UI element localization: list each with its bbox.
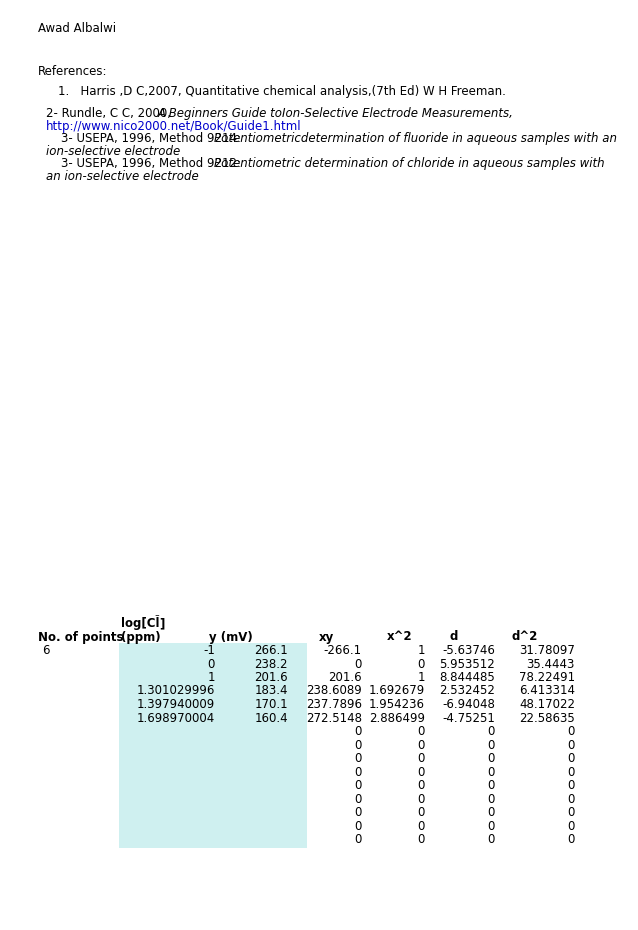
Text: 0: 0: [487, 765, 495, 778]
Text: 6.413314: 6.413314: [519, 684, 575, 698]
Text: -4.75251: -4.75251: [442, 711, 495, 724]
Text: -6.94048: -6.94048: [442, 698, 495, 711]
Text: 0: 0: [418, 792, 425, 805]
Text: 1.692679: 1.692679: [369, 684, 425, 698]
Text: 1.397940009: 1.397940009: [137, 698, 215, 711]
Text: 2.532452: 2.532452: [439, 684, 495, 698]
Text: 0: 0: [487, 725, 495, 738]
Text: 0: 0: [355, 806, 362, 819]
Text: 0: 0: [355, 765, 362, 778]
Text: 31.78097: 31.78097: [519, 644, 575, 657]
Text: 0: 0: [355, 658, 362, 671]
Text: -1: -1: [203, 644, 215, 657]
Text: d^2: d^2: [512, 631, 538, 644]
Text: 0: 0: [487, 752, 495, 765]
Text: 0: 0: [568, 765, 575, 778]
Text: ⁻: ⁻: [154, 613, 159, 622]
Text: 0: 0: [418, 738, 425, 751]
Text: Potentiometricdetermination of fluoride in aqueous samples with an: Potentiometricdetermination of fluoride …: [214, 132, 617, 145]
Text: 0: 0: [487, 833, 495, 846]
Text: 22.58635: 22.58635: [519, 711, 575, 724]
Text: 160.4: 160.4: [255, 711, 288, 724]
Text: 1: 1: [207, 671, 215, 684]
Text: 237.7896: 237.7896: [306, 698, 362, 711]
Text: 266.1: 266.1: [255, 644, 288, 657]
Text: 0: 0: [418, 658, 425, 671]
Text: 0: 0: [355, 752, 362, 765]
Text: 238.2: 238.2: [255, 658, 288, 671]
Text: 0: 0: [418, 765, 425, 778]
Text: ]: ]: [159, 617, 165, 630]
Text: 0: 0: [568, 725, 575, 738]
Text: -5.63746: -5.63746: [442, 644, 495, 657]
Text: Potentiometric determination of chloride in aqueous samples with: Potentiometric determination of chloride…: [214, 157, 605, 170]
Text: 0: 0: [418, 752, 425, 765]
Text: xy: xy: [319, 631, 334, 644]
Text: 1.954236: 1.954236: [369, 698, 425, 711]
Text: log[Cl: log[Cl: [121, 617, 160, 630]
Text: an ion-selective electrode: an ion-selective electrode: [46, 170, 199, 183]
Text: -266.1: -266.1: [324, 644, 362, 657]
Text: 0: 0: [418, 819, 425, 832]
Text: 0: 0: [568, 738, 575, 751]
Text: d: d: [449, 631, 457, 644]
Text: 35.4443: 35.4443: [526, 658, 575, 671]
Text: 2- Rundle, C C, 2000,: 2- Rundle, C C, 2000,: [46, 107, 175, 120]
Text: References:: References:: [38, 65, 107, 78]
Text: 0: 0: [487, 792, 495, 805]
Text: 0: 0: [418, 779, 425, 792]
Text: 3- USEPA, 1996, Method 9214:: 3- USEPA, 1996, Method 9214:: [46, 132, 245, 145]
Text: 78.22491: 78.22491: [519, 671, 575, 684]
Text: 0: 0: [487, 779, 495, 792]
Text: 2.886499: 2.886499: [369, 711, 425, 724]
Text: 0: 0: [355, 738, 362, 751]
Text: 201.6: 201.6: [329, 671, 362, 684]
Text: 0: 0: [487, 738, 495, 751]
Text: 0: 0: [568, 819, 575, 832]
Text: x^2: x^2: [387, 631, 413, 644]
Text: 170.1: 170.1: [255, 698, 288, 711]
Text: 183.4: 183.4: [255, 684, 288, 698]
Text: 1: 1: [417, 671, 425, 684]
Text: 0: 0: [207, 658, 215, 671]
Text: 3- USEPA, 1996, Method 9212:: 3- USEPA, 1996, Method 9212:: [46, 157, 245, 170]
Text: A Beginners Guide toIon-Selective Electrode Measurements,: A Beginners Guide toIon-Selective Electr…: [158, 107, 514, 120]
Text: 6: 6: [42, 644, 50, 657]
Text: 0: 0: [487, 806, 495, 819]
Text: Awad Albalwi: Awad Albalwi: [38, 22, 116, 35]
Text: 272.5148: 272.5148: [306, 711, 362, 724]
Bar: [119, 643, 307, 847]
Text: 0: 0: [568, 833, 575, 846]
Text: 0: 0: [355, 833, 362, 846]
Text: 0: 0: [568, 792, 575, 805]
Text: 0: 0: [487, 819, 495, 832]
Text: 0: 0: [568, 806, 575, 819]
Text: 201.6: 201.6: [255, 671, 288, 684]
Text: (ppm): (ppm): [121, 631, 161, 644]
Text: 1.301029996: 1.301029996: [137, 684, 215, 698]
Text: No. of points: No. of points: [38, 631, 124, 644]
Text: 1.   Harris ,D C,2007, Quantitative chemical analysis,(7th Ed) W H Freeman.: 1. Harris ,D C,2007, Quantitative chemic…: [58, 85, 506, 98]
Text: 8.844485: 8.844485: [439, 671, 495, 684]
Text: 238.6089: 238.6089: [306, 684, 362, 698]
Text: http://www.nico2000.net/Book/Guide1.html: http://www.nico2000.net/Book/Guide1.html: [46, 120, 302, 133]
Text: 5.953512: 5.953512: [439, 658, 495, 671]
Text: 0: 0: [568, 752, 575, 765]
Text: 0: 0: [418, 806, 425, 819]
Text: 48.17022: 48.17022: [519, 698, 575, 711]
Text: ion-selective electrode: ion-selective electrode: [46, 145, 181, 158]
Text: 1: 1: [417, 644, 425, 657]
Text: 0: 0: [418, 833, 425, 846]
Text: 0: 0: [418, 725, 425, 738]
Text: 0: 0: [355, 819, 362, 832]
Text: 1.698970004: 1.698970004: [137, 711, 215, 724]
Text: y (mV): y (mV): [209, 631, 253, 644]
Text: 0: 0: [355, 779, 362, 792]
Text: 0: 0: [355, 792, 362, 805]
Text: 0: 0: [568, 779, 575, 792]
Text: 0: 0: [355, 725, 362, 738]
